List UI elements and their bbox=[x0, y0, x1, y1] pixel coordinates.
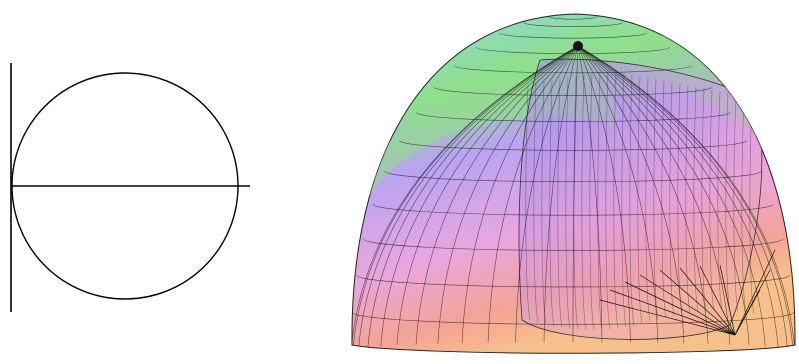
meridian-line bbox=[415, 45, 579, 345]
cylinder-line bbox=[725, 92, 731, 311]
cylinder-line bbox=[645, 77, 651, 322]
meridian-line bbox=[577, 45, 766, 347]
cylinder-line bbox=[533, 83, 539, 323]
cylinder-line bbox=[573, 75, 579, 330]
cylinder-line bbox=[525, 84, 531, 321]
cylinder-line bbox=[565, 77, 571, 329]
meridian-line bbox=[577, 45, 685, 344]
meridian-line bbox=[572, 45, 579, 343]
meridian-line bbox=[487, 45, 579, 343]
cylinder-line bbox=[709, 89, 715, 311]
cylinder-line bbox=[581, 74, 587, 330]
cylinder-line bbox=[693, 86, 699, 312]
cylinder-line bbox=[701, 87, 707, 311]
cylinder-line bbox=[669, 81, 675, 316]
green-band-right bbox=[575, 24, 795, 175]
left-diagram bbox=[10, 63, 250, 312]
cylinder-line bbox=[613, 71, 619, 329]
meridian-line bbox=[461, 45, 579, 344]
meridian-line bbox=[380, 45, 579, 347]
cylinder-line bbox=[661, 80, 667, 318]
pinch-lines bbox=[599, 249, 776, 336]
meridian-line bbox=[367, 45, 579, 347]
cylinder-line bbox=[653, 78, 659, 320]
latitude-line bbox=[415, 112, 731, 122]
cylinder-line bbox=[685, 84, 691, 313]
meridian-line bbox=[577, 45, 788, 348]
circle bbox=[11, 72, 239, 300]
cylinder-line bbox=[741, 95, 747, 313]
meridian-line bbox=[437, 45, 579, 344]
wireframe-mesh bbox=[351, 15, 796, 351]
meridian-line bbox=[577, 45, 750, 346]
latitude-line bbox=[454, 65, 692, 74]
meridian-line bbox=[358, 45, 579, 348]
cylinder-line bbox=[749, 96, 755, 314]
meridian-line bbox=[577, 45, 603, 343]
latitude-line bbox=[384, 171, 762, 183]
latitude-line bbox=[523, 22, 623, 27]
cylinder-line bbox=[637, 75, 643, 324]
meridian-line bbox=[396, 45, 579, 346]
meridian-line bbox=[515, 45, 579, 343]
cylinder-line bbox=[733, 93, 739, 312]
meridian-line bbox=[352, 45, 579, 349]
cylinder-line bbox=[621, 72, 627, 327]
cylinder-line bbox=[549, 80, 555, 326]
cylinder-line bbox=[557, 78, 563, 328]
meridian-line bbox=[577, 45, 796, 351]
latitude-line bbox=[547, 15, 599, 20]
cylinder-line bbox=[677, 83, 683, 314]
latitude-line bbox=[363, 238, 783, 251]
meridian-line bbox=[543, 45, 579, 343]
pole-point bbox=[573, 41, 583, 51]
meridian-line bbox=[577, 45, 631, 343]
cylinder-line bbox=[597, 71, 603, 330]
meridian-line bbox=[577, 45, 779, 347]
cylinder-line bbox=[541, 81, 547, 324]
cylinder-line bbox=[629, 74, 635, 326]
cylinder-line bbox=[589, 72, 595, 331]
latitude-line bbox=[499, 32, 647, 39]
meridian-line bbox=[577, 45, 731, 345]
meridian-line bbox=[577, 45, 709, 344]
hemisphere-diagram bbox=[351, 13, 796, 354]
cylinder-line bbox=[717, 90, 723, 311]
latitude-line bbox=[399, 140, 747, 151]
cylinder-line bbox=[605, 69, 611, 330]
latitude-line bbox=[434, 87, 712, 96]
meridian-line bbox=[577, 45, 659, 343]
